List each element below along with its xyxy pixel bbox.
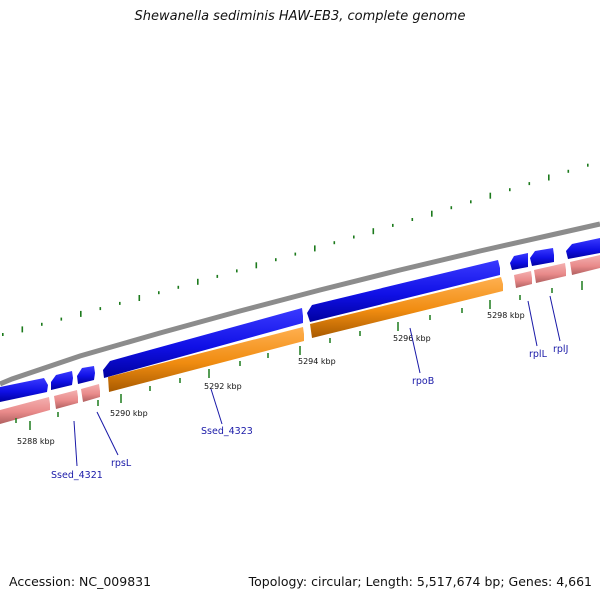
cds-forward-rpll[interactable] — [510, 253, 528, 270]
gc-mark — [548, 174, 550, 181]
gc-mark — [587, 163, 589, 167]
gene-labels: Ssed_4321 rpsL Ssed_4323 rpoB rplL rplJ — [51, 344, 568, 481]
gc-mark — [275, 258, 277, 262]
accession-text: Accession: NC_009831 — [9, 574, 152, 589]
gc-content-track — [2, 163, 589, 336]
gene-label-rpsl[interactable]: rpsL — [111, 458, 132, 469]
map-title: Shewanella sediminis HAW-EB3, complete g… — [134, 9, 466, 24]
tick-label-5298: 5298 kbp — [487, 311, 525, 320]
gc-mark — [80, 310, 82, 317]
feature-orange-ssed-4323[interactable] — [108, 327, 304, 392]
gc-mark — [177, 285, 180, 289]
gc-mark — [21, 326, 24, 333]
tick-label-5294: 5294 kbp — [298, 357, 336, 366]
gc-mark — [314, 245, 316, 252]
genome-backbone — [0, 221, 600, 387]
cds-reverse-6[interactable] — [570, 255, 600, 275]
gc-mark — [489, 192, 492, 199]
gc-mark — [197, 278, 199, 285]
gc-mark — [431, 210, 433, 217]
gc-mark — [2, 333, 4, 336]
cds-forward-rpob[interactable] — [307, 260, 500, 322]
cds-forward-ssed-4323[interactable] — [103, 308, 303, 378]
cds-forward-2[interactable] — [566, 238, 600, 259]
tick-label-5290: 5290 kbp — [110, 409, 148, 418]
cds-reverse-3[interactable] — [81, 384, 100, 402]
reverse-strand-features — [0, 255, 600, 424]
gene-label-rplj[interactable]: rplJ — [553, 344, 568, 355]
gc-mark — [41, 322, 43, 326]
tick-label-5292: 5292 kbp — [204, 382, 242, 391]
gc-mark — [158, 291, 160, 295]
cds-reverse-5[interactable] — [534, 263, 566, 283]
gc-mark — [60, 317, 63, 321]
tick-label-5288: 5288 kbp — [17, 437, 55, 446]
gc-mark — [450, 206, 453, 210]
gc-mark — [470, 200, 472, 204]
gene-label-rpob[interactable]: rpoB — [412, 376, 434, 387]
cds-reverse-2[interactable] — [54, 390, 78, 409]
gc-mark — [294, 252, 297, 256]
gc-mark — [528, 182, 531, 186]
gc-mark — [216, 274, 219, 278]
gc-mark — [236, 269, 238, 273]
gc-mark — [411, 218, 414, 221]
coordinate-ticks — [15, 281, 583, 430]
gc-mark — [509, 188, 511, 192]
gene-label-ssed-4323[interactable]: Ssed_4323 — [201, 426, 253, 437]
gc-mark — [119, 301, 121, 305]
gene-label-ssed-4321[interactable]: Ssed_4321 — [51, 470, 103, 481]
gc-mark — [372, 228, 375, 235]
orange-features — [108, 277, 503, 392]
gene-label-rpll[interactable]: rplL — [529, 349, 548, 360]
gc-mark — [333, 241, 336, 245]
gc-mark — [99, 307, 102, 311]
cds-reverse-1[interactable] — [0, 397, 50, 424]
cds-reverse-4[interactable] — [514, 271, 532, 288]
feature-orange-rpob[interactable] — [310, 277, 503, 338]
gene-label-leaders — [73, 295, 561, 467]
gc-mark — [353, 235, 355, 239]
cds-forward-ssed-4321[interactable] — [51, 371, 73, 390]
gc-mark — [567, 169, 570, 173]
cds-forward-1[interactable] — [0, 378, 48, 402]
forward-strand-features — [0, 238, 600, 402]
gc-mark — [392, 223, 394, 227]
gc-mark — [138, 295, 141, 301]
cds-forward-rpsl[interactable] — [77, 366, 95, 384]
genome-summary-text: Topology: circular; Length: 5,517,674 bp… — [248, 574, 592, 589]
cds-forward-rplj[interactable] — [530, 248, 554, 266]
gc-mark — [255, 262, 258, 269]
